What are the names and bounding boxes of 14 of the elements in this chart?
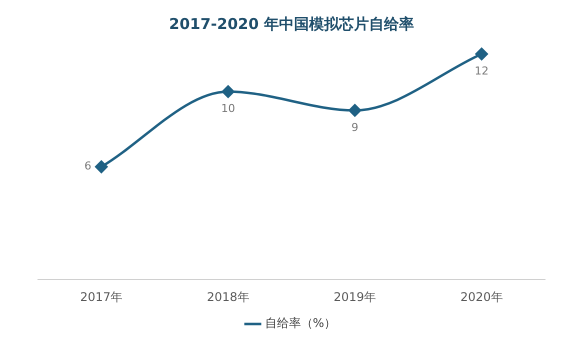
x-tick-label: 2018年 <box>206 290 250 304</box>
data-label: 12 <box>474 64 489 78</box>
data-label: 9 <box>351 120 358 134</box>
point <box>348 104 362 117</box>
data-label: 10 <box>221 102 236 115</box>
x-tick-label: 2019年 <box>334 290 376 304</box>
legend-label: 自给率（%） <box>264 316 336 330</box>
point <box>95 160 108 174</box>
x-tick-label: 2017年 <box>80 290 123 304</box>
data-label: 6 <box>84 160 92 173</box>
chart-title: 2017-2020 年中国模拟芯片自给率 <box>169 14 414 33</box>
x-tick-label: 2020年 <box>460 290 503 304</box>
point <box>222 85 234 98</box>
point <box>475 48 488 60</box>
